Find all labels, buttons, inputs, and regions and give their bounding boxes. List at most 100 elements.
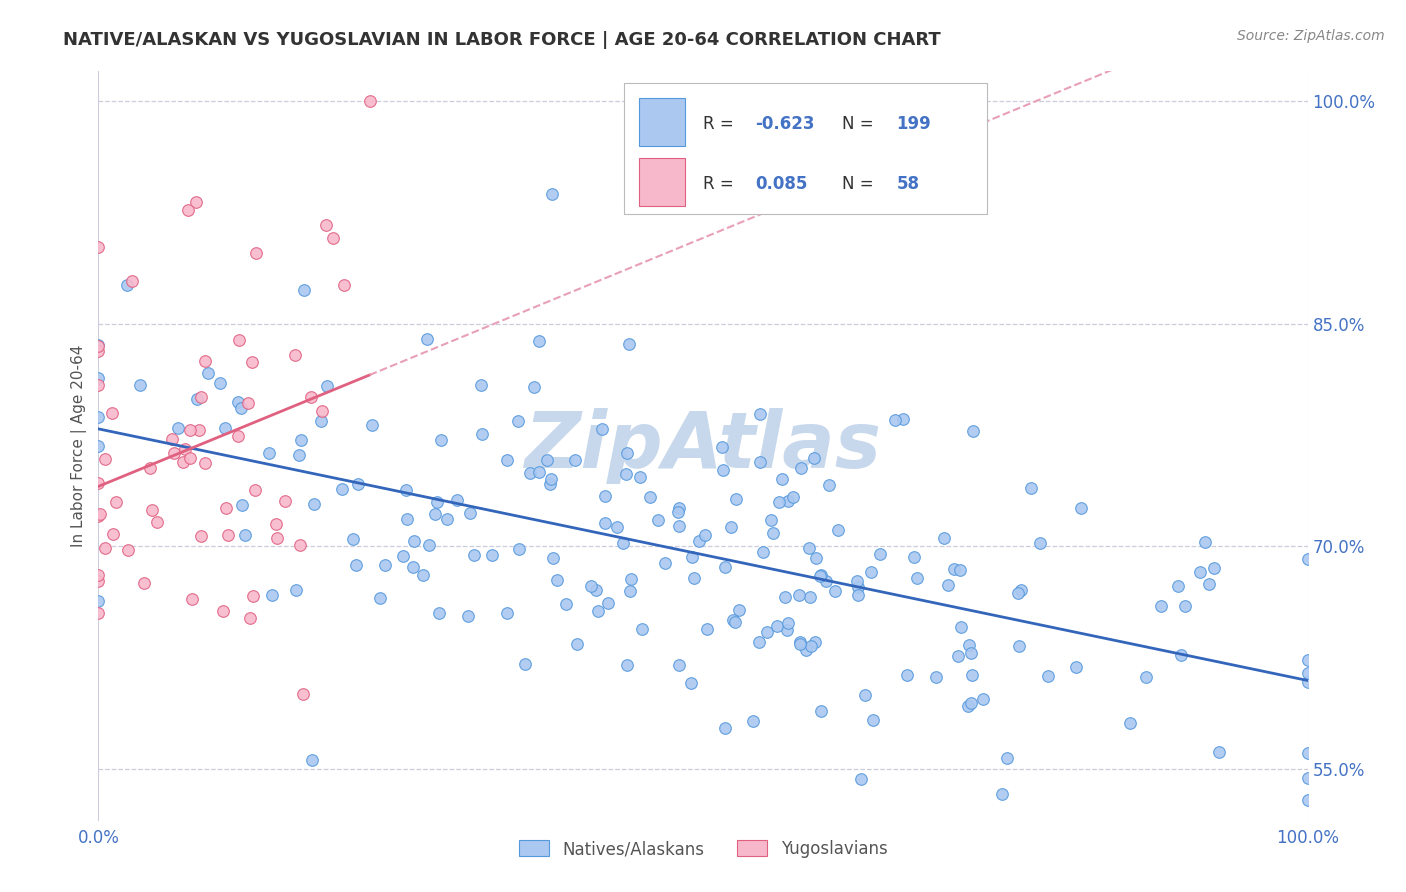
Point [299, 390, 322, 404]
Point [681, 549, 703, 564]
Point [640, 490, 662, 504]
Point [342, 532, 364, 546]
Point [264, 516, 287, 531]
Point [87, 439, 110, 453]
Point [628, 470, 651, 484]
Point [87, 574, 110, 588]
Point [1296, 653, 1319, 667]
Point [606, 519, 628, 533]
Point [891, 411, 914, 425]
Point [957, 699, 980, 714]
Point [1028, 535, 1050, 549]
Point [162, 432, 184, 446]
Point [938, 578, 960, 592]
Point [960, 646, 983, 660]
Point [932, 531, 955, 545]
Point [239, 611, 262, 625]
Point [616, 657, 638, 672]
Point [862, 713, 884, 727]
Point [846, 574, 869, 588]
Point [666, 505, 689, 519]
Point [950, 620, 973, 634]
Point [800, 639, 823, 653]
Point [668, 501, 690, 516]
Point [654, 556, 676, 570]
Point [163, 445, 186, 459]
Point [315, 218, 337, 232]
Point [567, 637, 589, 651]
Point [87, 475, 110, 490]
Point [846, 589, 869, 603]
Point [418, 538, 440, 552]
Point [415, 332, 437, 346]
Point [496, 606, 519, 620]
Point [1167, 579, 1189, 593]
Point [585, 582, 607, 597]
Point [803, 451, 825, 466]
Point [332, 277, 354, 292]
Legend: Natives/Alaskans, Yugoslavians: Natives/Alaskans, Yugoslavians [512, 833, 894, 864]
Point [322, 231, 344, 245]
Point [495, 453, 517, 467]
Point [141, 503, 163, 517]
Point [266, 531, 288, 545]
Point [259, 445, 281, 459]
Point [683, 571, 706, 585]
Point [714, 721, 737, 735]
Point [426, 495, 449, 509]
Point [260, 589, 283, 603]
Point [100, 406, 122, 420]
Point [790, 461, 813, 475]
Point [742, 714, 765, 728]
Point [849, 772, 872, 787]
Point [668, 519, 690, 533]
Point [810, 704, 832, 718]
Point [721, 613, 744, 627]
Point [344, 558, 367, 573]
Point [960, 697, 983, 711]
Point [1202, 561, 1225, 575]
Point [853, 688, 876, 702]
Point [789, 635, 811, 649]
Point [226, 395, 249, 409]
Point [121, 274, 143, 288]
Point [87, 338, 110, 352]
Point [797, 541, 820, 556]
Point [117, 543, 139, 558]
Point [595, 516, 617, 530]
Point [749, 455, 772, 469]
Y-axis label: In Labor Force | Age 20-64: In Labor Force | Age 20-64 [72, 345, 87, 547]
Point [481, 548, 503, 562]
Point [146, 515, 169, 529]
Text: N =: N = [842, 115, 879, 133]
Point [172, 455, 194, 469]
Point [728, 603, 751, 617]
FancyBboxPatch shape [624, 83, 987, 214]
Point [1296, 771, 1319, 785]
Point [616, 467, 638, 481]
Point [87, 410, 110, 425]
Point [446, 493, 468, 508]
FancyBboxPatch shape [638, 97, 685, 146]
Point [395, 483, 418, 497]
Point [631, 622, 654, 636]
Point [859, 565, 882, 579]
Text: NATIVE/ALASKAN VS YUGOSLAVIAN IN LABOR FORCE | AGE 20-64 CORRELATION CHART: NATIVE/ALASKAN VS YUGOSLAVIAN IN LABOR F… [63, 31, 941, 49]
Point [647, 513, 669, 527]
Point [176, 202, 198, 217]
Point [1174, 599, 1197, 613]
Point [231, 499, 253, 513]
Point [808, 569, 831, 583]
Point [87, 509, 110, 524]
Point [190, 390, 212, 404]
Point [316, 379, 339, 393]
Point [228, 333, 250, 347]
Point [1170, 648, 1192, 663]
Text: ZipAtlas: ZipAtlas [524, 408, 882, 484]
Point [1296, 665, 1319, 680]
Point [527, 465, 550, 479]
Point [226, 428, 249, 442]
Point [1064, 660, 1087, 674]
Point [776, 616, 799, 631]
Point [586, 603, 609, 617]
